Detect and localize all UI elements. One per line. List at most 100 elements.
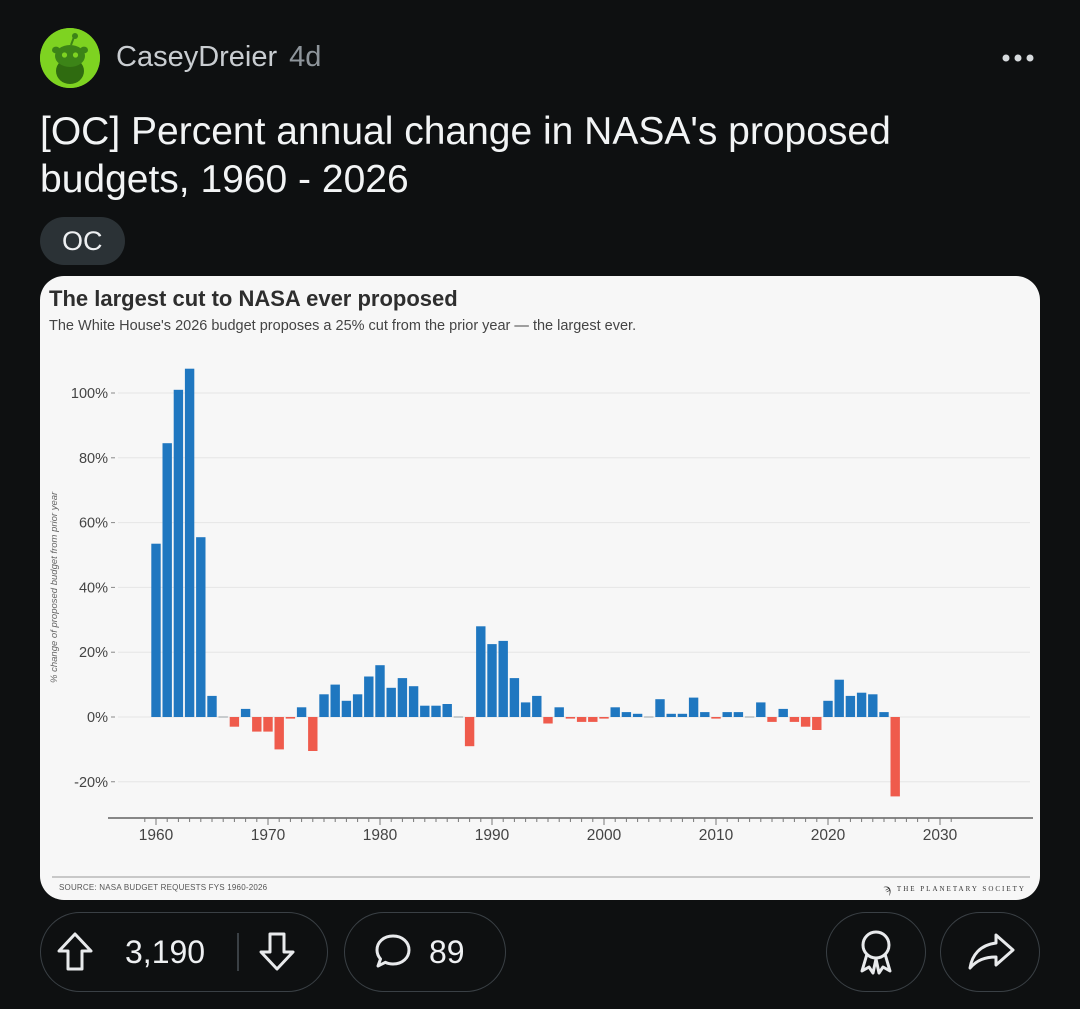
bar-1971 [274, 717, 284, 750]
chart-title: The largest cut to NASA ever proposed [49, 286, 458, 311]
bar-1999 [588, 717, 598, 722]
bar-1966 [218, 716, 228, 718]
bar-2010 [711, 717, 721, 719]
vote-score: 3,190 [125, 934, 206, 970]
bar-2023 [856, 692, 867, 717]
bar-1974 [308, 717, 318, 751]
bar-1984 [420, 705, 430, 717]
x-tick-label: 1980 [363, 827, 398, 844]
bar-2014 [756, 702, 766, 717]
y-tick-label: 100% [71, 386, 108, 402]
bar-2005 [655, 699, 665, 717]
post-flair[interactable]: OC [40, 217, 125, 265]
bar-2016 [778, 708, 788, 717]
bar-2017 [789, 717, 800, 722]
bar-1995 [543, 717, 553, 724]
share-arrow-icon [968, 933, 1015, 970]
downvote-button[interactable] [257, 913, 297, 990]
share-button[interactable] [940, 912, 1040, 992]
bar-1967 [229, 717, 240, 727]
bar-chart: 100% 80% 60% 40% 20% 0% -20% % change of propos… [49, 368, 1033, 878]
y-tick-label: 0% [87, 710, 108, 726]
bar-1981 [386, 687, 396, 717]
x-tick-label: 1990 [475, 827, 510, 844]
bar-1960 [151, 543, 161, 717]
post-title[interactable]: [OC] Percent annual change in NASA's pro… [40, 110, 891, 201]
bar-2009 [700, 712, 710, 717]
bar-2019 [812, 717, 822, 730]
chart-brand: ϡ THE PLANETARY SOCIETY [884, 881, 1026, 897]
bar-1965 [207, 695, 217, 717]
bar-2018 [800, 717, 811, 727]
bar-1969 [252, 717, 262, 732]
bar-1982 [397, 678, 408, 717]
bar-1987 [453, 716, 464, 718]
bar-1997 [565, 717, 576, 719]
author-name[interactable]: CaseyDreier [116, 41, 278, 73]
avatar[interactable] [40, 28, 100, 88]
award-icon [860, 930, 892, 975]
bar-2004 [644, 716, 654, 718]
y-tick-label: 20% [79, 645, 108, 661]
comment-icon-wrap [373, 913, 413, 990]
bar-1962 [173, 389, 184, 717]
bar-1994 [532, 695, 542, 717]
bar-2013 [744, 716, 755, 718]
bar-1979 [364, 676, 374, 717]
comment-bubble-icon [375, 934, 411, 968]
bar-2022 [845, 695, 856, 717]
bar-1986 [442, 704, 452, 717]
comment-count: 89 [429, 934, 465, 970]
x-tick-label: 2020 [811, 827, 846, 844]
bar-2001 [610, 707, 620, 717]
bar-2011 [722, 712, 732, 717]
bar-1968 [240, 708, 251, 717]
post-header: CaseyDreier 4d [40, 28, 1040, 90]
x-tick-label: 2010 [699, 827, 734, 844]
bar-1972 [285, 717, 296, 719]
bar-1970 [263, 717, 273, 732]
bar-1989 [476, 626, 486, 717]
bar-1988 [464, 717, 475, 747]
post-author[interactable]: CaseyDreier 4d [116, 41, 321, 74]
bar-2000 [599, 717, 609, 719]
bar-2024 [868, 694, 878, 717]
more-options-button[interactable] [996, 40, 1040, 76]
bar-2006 [666, 713, 676, 717]
bar-1983 [408, 686, 419, 717]
bar-1985 [431, 705, 441, 717]
bar-1992 [509, 678, 520, 717]
vote-bar: 3,190 [40, 912, 328, 992]
bar-2007 [677, 713, 688, 717]
bar-2012 [733, 712, 744, 717]
upvote-arrow-icon [57, 932, 93, 971]
comments-button[interactable]: 89 [344, 912, 506, 992]
bar-2015 [767, 717, 777, 722]
bar-1998 [576, 717, 587, 722]
post-age: 4d [289, 41, 322, 73]
bar-1964 [196, 537, 206, 717]
bar-1973 [296, 707, 307, 717]
upvote-button[interactable] [55, 913, 95, 990]
post-image-chart[interactable]: The largest cut to NASA ever proposed Th… [40, 276, 1040, 900]
chart-source: SOURCE: NASA BUDGET REQUESTS FYS 1960-20… [59, 883, 268, 892]
bar-2002 [621, 712, 632, 717]
bar-2025 [879, 712, 889, 717]
planetary-society-logo-icon: ϡ [883, 881, 891, 896]
bar-1978 [352, 694, 363, 717]
bar-2020 [823, 700, 833, 717]
x-tick-label: 1960 [139, 827, 174, 844]
more-horizontal-icon [1002, 54, 1034, 62]
vote-divider [237, 933, 239, 971]
x-tick-label: 2000 [587, 827, 622, 844]
x-tick-label: 2030 [923, 827, 958, 844]
bar-2008 [688, 697, 699, 717]
bar-2003 [632, 713, 643, 717]
bar-1980 [375, 665, 385, 717]
award-button[interactable] [826, 912, 926, 992]
chart-subtitle: The White House's 2026 budget proposes a… [49, 318, 637, 334]
x-tick-label: 1970 [251, 827, 286, 844]
bar-2026 [890, 717, 900, 797]
y-tick-label: 60% [79, 516, 108, 532]
bar-1977 [341, 700, 352, 717]
